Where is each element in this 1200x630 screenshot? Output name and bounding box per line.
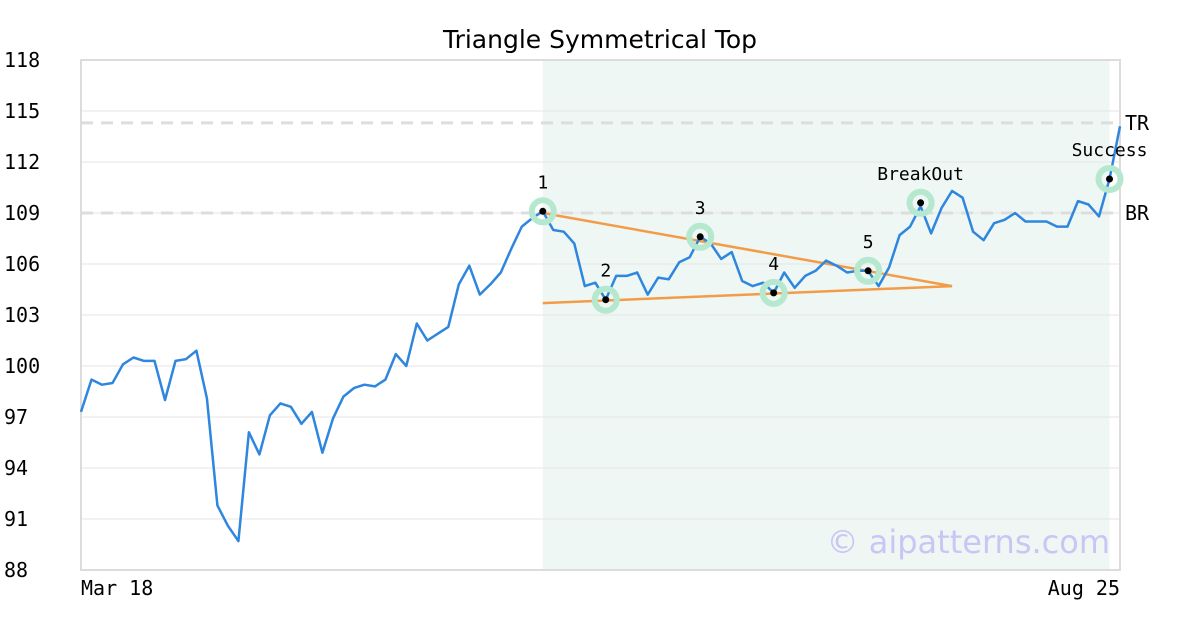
watermark: © aipatterns.com (827, 523, 1110, 561)
point-label: 2 (600, 261, 611, 282)
y-tick-label: 91 (4, 507, 28, 531)
point-label: 3 (695, 198, 706, 219)
y-tick-label: 118 (4, 48, 40, 72)
point-marker (770, 289, 778, 297)
point-marker (1106, 175, 1114, 183)
point-marker (696, 233, 704, 241)
grid-layer (80, 59, 1121, 571)
point-ring (686, 222, 715, 251)
point-ring (528, 197, 557, 226)
y-tick-label: 106 (4, 252, 40, 276)
point-ring (591, 285, 620, 314)
y-tick-label: 100 (4, 354, 40, 378)
point-marker (539, 207, 547, 215)
point-ring (759, 278, 788, 307)
axis-ticks-layer: 88 91 94 97 100 103 106 109 112 115 118 TR BR Mar 18 A… (4, 48, 1150, 600)
x-tick-label: Mar 18 (81, 576, 153, 600)
point-label: 4 (768, 254, 779, 275)
point-ring (854, 256, 883, 285)
point-label: 5 (863, 232, 874, 253)
y-tick-label: 112 (4, 150, 40, 174)
y-tick-label: 88 (4, 558, 28, 582)
y-tick-label: 109 (4, 201, 40, 225)
point-marker (864, 267, 872, 275)
point-ring (906, 188, 935, 217)
point-marker (602, 296, 610, 304)
x-tick-label: Aug 25 (1048, 576, 1120, 600)
plot-frame (80, 59, 1121, 571)
point-ring (1095, 165, 1124, 193)
level-label: BR (1125, 201, 1150, 225)
level-label: TR (1125, 111, 1150, 135)
y-tick-label: 115 (4, 99, 40, 123)
chart-title: Triangle Symmetrical Top (442, 25, 757, 54)
y-tick-label: 103 (4, 303, 40, 327)
point-label: Success (1072, 140, 1148, 161)
trendline (542, 284, 953, 305)
point-label: BreakOut (877, 164, 964, 185)
y-tick-label: 94 (4, 456, 28, 480)
pattern-points-layer: 1 2 3 4 5 BreakOut Success (528, 140, 1148, 314)
point-label: 1 (537, 172, 548, 193)
point-marker (917, 199, 925, 207)
trendline (542, 211, 953, 288)
y-tick-label: 97 (4, 405, 28, 429)
trendline-layer (542, 211, 953, 305)
